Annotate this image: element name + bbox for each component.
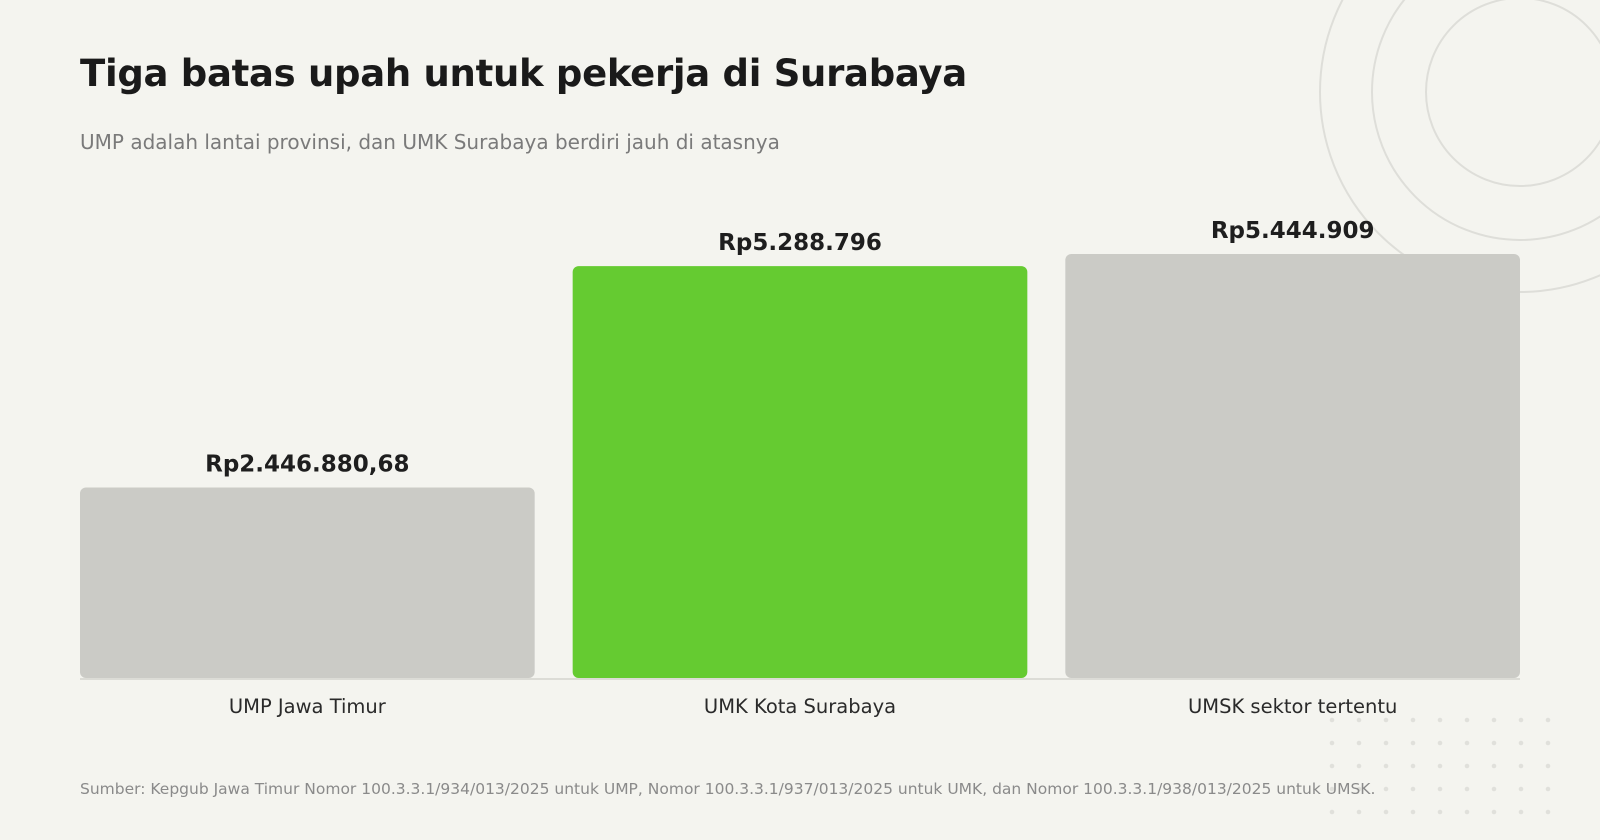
- bars-layer: [80, 254, 1520, 678]
- category-label-2: UMK Kota Surabaya: [704, 695, 896, 718]
- source-note: Sumber: Kepgub Jawa Timur Nomor 100.3.3.…: [80, 780, 1376, 798]
- bar-value-label-3: Rp5.444.909: [1211, 218, 1375, 244]
- category-label-1: UMP Jawa Timur: [229, 695, 387, 718]
- labels-layer: Rp2.446.880,68 UMP Jawa Timur Rp5.288.796 U…: [205, 218, 1397, 718]
- bar-value-label-1: Rp2.446.880,68: [205, 451, 409, 477]
- chart-subtitle: UMP adalah lantai provinsi, dan UMK Sura…: [80, 130, 780, 154]
- category-label-3: UMSK sektor tertentu: [1188, 695, 1397, 718]
- chart-title: Tiga batas upah untuk pekerja di Surabay…: [80, 52, 967, 95]
- bar-1: [80, 487, 535, 678]
- bar-2: [572, 266, 1028, 678]
- bar-value-label-2: Rp5.288.796: [718, 230, 882, 256]
- bar-3: [1065, 254, 1520, 678]
